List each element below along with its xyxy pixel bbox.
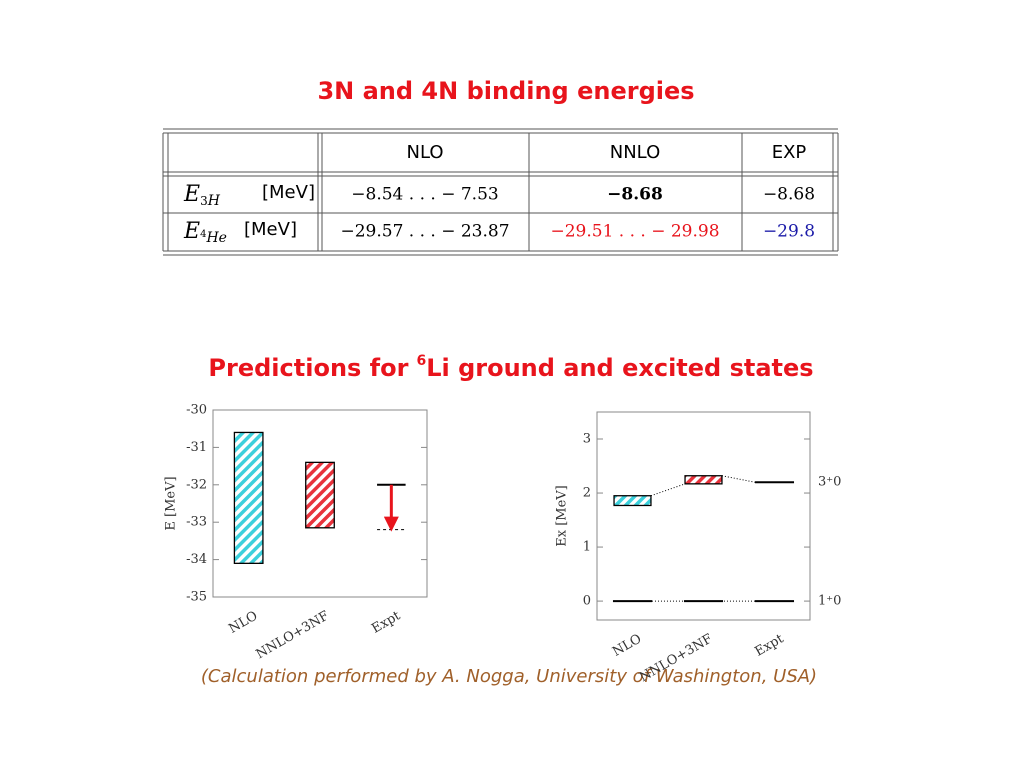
subtitle-text: Li ground and excited states bbox=[426, 354, 813, 382]
plot-frame bbox=[212, 409, 428, 598]
column-header: NLO bbox=[406, 142, 443, 163]
row-symbol: E bbox=[183, 219, 200, 244]
row-sub: 3 bbox=[200, 194, 208, 208]
range-bar bbox=[305, 461, 335, 529]
subtitle-text: Predictions for bbox=[208, 354, 408, 382]
range-bar bbox=[613, 495, 652, 507]
row-unit: [MeV] bbox=[262, 182, 315, 203]
range-bar bbox=[233, 431, 264, 564]
range-bar bbox=[684, 475, 723, 485]
cell: −29.8 bbox=[763, 222, 815, 242]
row-label: E3H bbox=[183, 182, 221, 209]
row-sub: H bbox=[207, 193, 221, 209]
row-label: E4He bbox=[183, 219, 227, 246]
column-header: EXP bbox=[772, 142, 807, 163]
y-axis-label: Ex [MeV] bbox=[555, 485, 570, 547]
y-tick-label: -31 bbox=[186, 440, 207, 455]
y-axis-label: E [MeV] bbox=[164, 476, 179, 530]
column-header: NNLO bbox=[610, 142, 660, 163]
row-sub: 4 bbox=[200, 229, 206, 240]
y-tick-label: -30 bbox=[186, 403, 207, 418]
y-tick-label: 2 bbox=[583, 486, 591, 501]
y-tick-label: -35 bbox=[186, 590, 207, 605]
y-tick-label: -32 bbox=[186, 477, 207, 492]
x-tick-label: Expt bbox=[369, 608, 403, 637]
cell: −29.51 . . . − 29.98 bbox=[550, 222, 719, 242]
cell: −8.68 bbox=[607, 185, 663, 205]
subtitle-sup: 6 bbox=[416, 353, 426, 369]
cell: −29.57 . . . − 23.87 bbox=[340, 222, 509, 242]
row-sub: He bbox=[205, 230, 227, 246]
y-tick-label: 3 bbox=[583, 432, 591, 447]
x-tick-label: NNLO+3NF bbox=[254, 609, 332, 663]
row-symbol: E bbox=[183, 182, 200, 207]
connector bbox=[650, 483, 686, 497]
footer: (Calculation performed by A. Nogga, Univ… bbox=[201, 666, 817, 687]
connector bbox=[721, 475, 756, 483]
x-tick-label: NLO bbox=[610, 632, 644, 660]
state-label: 1⁺0 bbox=[818, 594, 841, 609]
subtitle: Predictions for 6Li ground and excited st… bbox=[208, 353, 813, 382]
plot-frame bbox=[596, 411, 811, 621]
row-unit: [MeV] bbox=[244, 219, 297, 240]
y-tick-label: 1 bbox=[583, 540, 591, 555]
y-tick-label: 0 bbox=[583, 594, 591, 609]
x-tick-label: NLO bbox=[226, 609, 260, 637]
cell: −8.68 bbox=[763, 185, 815, 205]
table bbox=[162, 128, 839, 256]
y-tick-label: -34 bbox=[186, 552, 207, 567]
state-label: 3⁺0 bbox=[818, 475, 841, 490]
x-tick-label: Expt bbox=[752, 631, 786, 660]
title: 3N and 4N binding energies bbox=[317, 77, 694, 105]
y-tick-label: -33 bbox=[186, 515, 207, 530]
cell: −8.54 . . . − 7.53 bbox=[351, 185, 498, 205]
